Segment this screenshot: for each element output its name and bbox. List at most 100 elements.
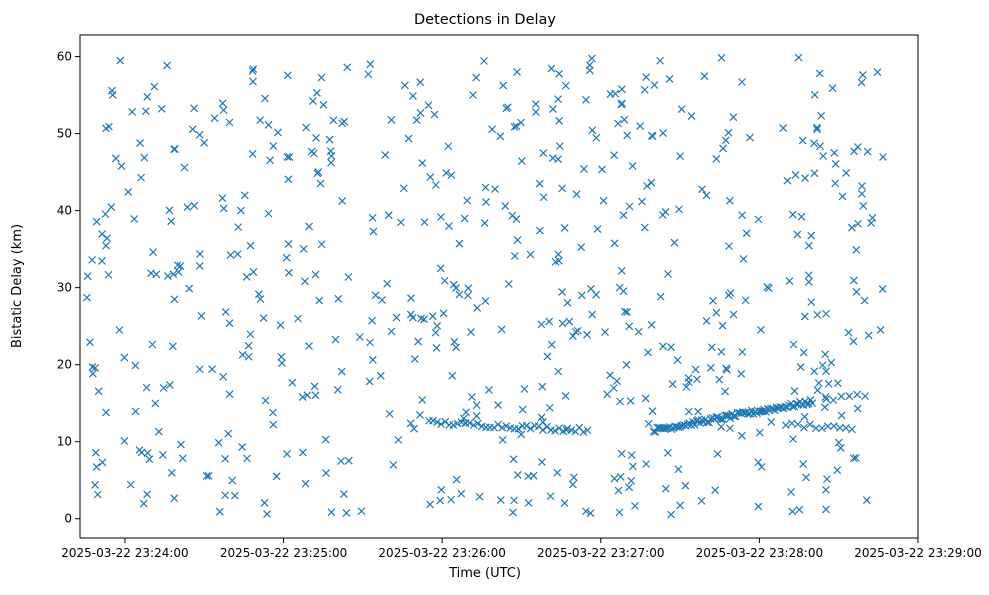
detection-point: [426, 500, 435, 509]
detection-point: [667, 343, 676, 352]
detection-point: [539, 193, 548, 202]
detection-point: [261, 396, 270, 405]
detection-point: [165, 381, 174, 389]
detection-point: [829, 422, 838, 431]
detection-point: [824, 379, 833, 388]
detection-point: [140, 153, 149, 162]
detection-point: [538, 458, 546, 467]
detection-point: [510, 252, 519, 260]
detection-point: [208, 365, 217, 374]
detection-point: [226, 251, 235, 259]
detection-point: [88, 363, 97, 372]
detection-point: [833, 466, 842, 475]
detection-point: [673, 356, 682, 365]
detection-point: [115, 326, 124, 334]
detection-point: [249, 65, 258, 73]
detection-point: [610, 151, 619, 160]
detection-point: [804, 278, 813, 286]
detection-point: [195, 365, 204, 374]
detection-point: [246, 241, 255, 250]
detection-point: [498, 435, 507, 444]
detection-point: [283, 152, 292, 161]
detection-point: [327, 158, 335, 167]
detection-point: [796, 363, 805, 371]
detection-point: [219, 204, 228, 213]
detection-point: [849, 454, 858, 463]
detection-point: [518, 405, 527, 414]
detection-point: [513, 236, 522, 244]
detection-point: [617, 449, 626, 458]
detection-point: [524, 499, 533, 507]
detection-point: [249, 267, 258, 276]
detection-point: [691, 365, 700, 374]
y-axis-label: Bistatic Delay (km): [10, 224, 25, 348]
detection-point: [554, 250, 563, 259]
detection-point: [88, 255, 97, 264]
detection-point: [417, 314, 426, 323]
detection-point: [814, 379, 823, 388]
detection-point: [317, 73, 326, 82]
detection-point: [366, 60, 375, 69]
detection-point: [410, 424, 418, 433]
detection-point: [436, 496, 445, 505]
detection-point: [157, 104, 166, 113]
detection-point: [617, 85, 626, 94]
detection-point: [712, 154, 721, 163]
detection-point: [319, 100, 328, 109]
detection-point: [248, 150, 257, 158]
detection-point: [317, 240, 326, 249]
detection-point: [150, 82, 159, 91]
detection-point: [558, 319, 567, 328]
detection-point: [615, 508, 624, 517]
detection-point: [864, 331, 873, 340]
detection-point: [444, 142, 453, 151]
detection-point: [813, 310, 822, 319]
detection-point: [664, 270, 672, 278]
detection-point: [225, 319, 234, 328]
detection-point: [130, 214, 139, 223]
detection-point: [312, 89, 321, 97]
detection-point: [857, 189, 866, 198]
detection-point: [821, 350, 830, 359]
detection-point: [404, 134, 413, 143]
detection-point: [368, 355, 377, 364]
detection-point: [491, 185, 499, 194]
detection-point: [392, 313, 401, 322]
detection-point: [326, 147, 335, 156]
detection-point: [583, 426, 592, 435]
detection-point: [240, 191, 249, 200]
detection-point: [554, 367, 563, 376]
detection-point: [383, 279, 392, 288]
detection-point: [455, 239, 464, 248]
detection-point: [394, 435, 403, 444]
detection-point: [531, 100, 540, 108]
detection-point: [269, 408, 277, 417]
detection-point: [473, 304, 482, 312]
detection-point: [298, 448, 307, 457]
detection-point: [572, 190, 581, 199]
detection-point: [494, 420, 503, 429]
detection-point: [625, 202, 634, 211]
detection-point: [170, 494, 179, 503]
detection-point: [793, 230, 802, 239]
detection-point: [225, 390, 234, 399]
detection-point: [364, 70, 373, 79]
detection-point: [810, 90, 819, 99]
detection-point: [709, 296, 717, 305]
detection-point: [91, 364, 100, 372]
detection-point: [400, 81, 409, 90]
detection-point: [159, 384, 168, 392]
detection-point: [238, 350, 247, 359]
detection-point: [174, 267, 183, 276]
detection-point: [420, 315, 428, 324]
detection-point: [849, 337, 858, 346]
detection-point: [690, 420, 699, 429]
detection-point: [437, 485, 446, 494]
detection-point: [725, 242, 733, 251]
detection-point: [312, 134, 320, 142]
detection-point: [481, 183, 490, 192]
detection-point: [713, 450, 722, 458]
detection-point: [799, 348, 808, 357]
detection-point: [640, 223, 649, 232]
detection-point: [145, 455, 154, 464]
